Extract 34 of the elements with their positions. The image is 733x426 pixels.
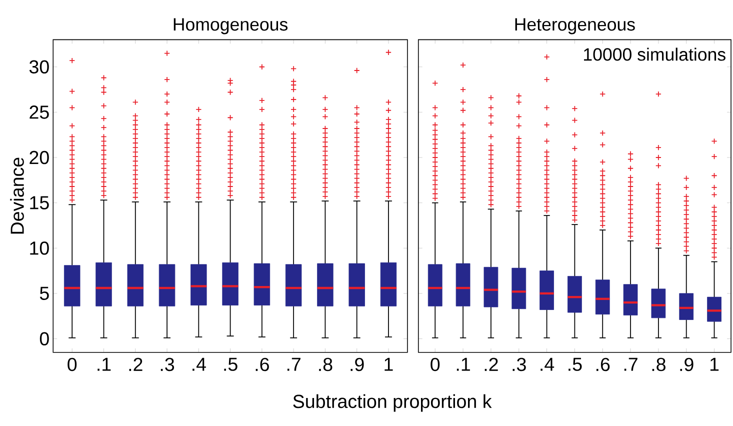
x-tick-label: .2	[484, 358, 498, 372]
x-tick-label: .9	[350, 358, 364, 372]
x-tick-label: .6	[596, 358, 610, 372]
x-tick-label: .8	[652, 358, 666, 372]
x-tick-label: .3	[512, 358, 526, 372]
y-tick-label: 0	[40, 332, 49, 346]
x-axis-title: Subtraction proportion k	[293, 394, 492, 412]
y-tick-label: 10	[30, 242, 49, 255]
y-axis-title: Deviance	[10, 158, 24, 234]
annotation: 10000 simulations	[584, 48, 726, 61]
x-tick-label: 1	[710, 358, 719, 371]
x-tick-label: .8	[319, 358, 332, 372]
y-tick-label: 5	[40, 286, 49, 300]
x-tick-label: .1	[456, 358, 470, 371]
x-tick-label: .1	[98, 358, 111, 371]
x-tick-label: .4	[192, 358, 206, 371]
x-tick-label: .5	[224, 358, 238, 372]
x-tick-label: .7	[624, 358, 638, 371]
x-tick-label: .4	[540, 358, 554, 371]
x-tick-label: .7	[287, 358, 300, 371]
x-tick-label: .5	[568, 358, 582, 372]
x-tick-label: 1	[384, 358, 393, 371]
x-tick-label: 0	[430, 358, 440, 372]
y-tick-label: 30	[29, 60, 49, 74]
y-tick-label: 25	[30, 106, 49, 119]
chart-title: Homogeneous	[174, 18, 288, 34]
y-tick-label: 15	[30, 196, 49, 210]
chart-title: Heterogeneous	[515, 18, 635, 34]
x-tick-label: .6	[256, 358, 269, 372]
x-tick-label: .9	[680, 358, 694, 372]
y-tick-label: 20	[30, 150, 49, 164]
x-tick-label: .2	[129, 358, 142, 372]
x-tick-label: .3	[160, 358, 174, 372]
x-tick-label: 0	[68, 358, 77, 372]
